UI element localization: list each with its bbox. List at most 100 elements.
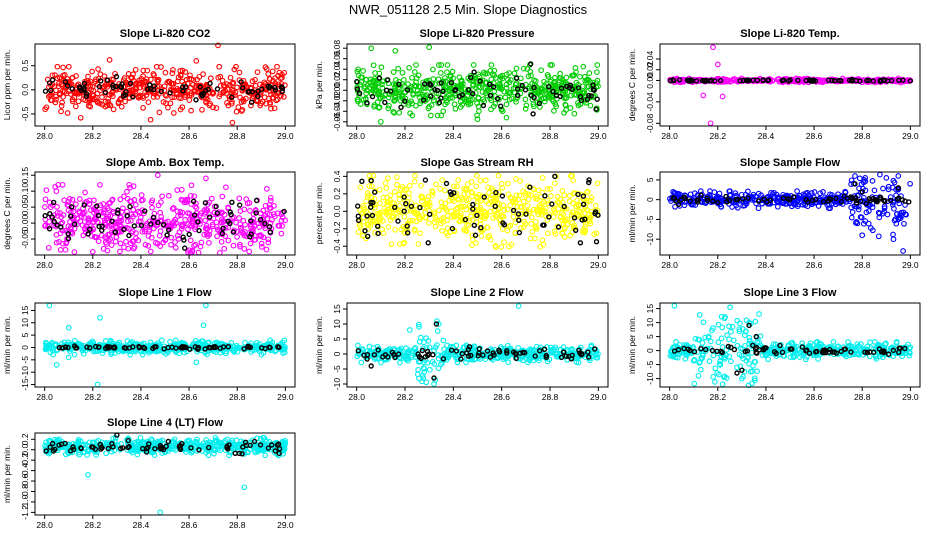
y-tick-label: -5 bbox=[332, 365, 342, 373]
point-all bbox=[355, 98, 361, 105]
point-selected bbox=[207, 80, 213, 87]
point-all bbox=[594, 69, 600, 75]
point-all bbox=[217, 83, 224, 89]
point-all bbox=[728, 328, 734, 335]
point-all bbox=[852, 173, 858, 179]
point-all bbox=[274, 63, 280, 70]
point-all bbox=[372, 83, 379, 90]
point-all bbox=[577, 73, 583, 80]
point-all bbox=[907, 180, 913, 187]
point-all bbox=[394, 181, 400, 188]
point-all bbox=[200, 322, 207, 329]
point-selected bbox=[354, 86, 360, 92]
y-tick-label: 0.0 bbox=[332, 205, 342, 217]
point-all bbox=[278, 230, 285, 237]
point-all bbox=[411, 178, 418, 185]
point-all bbox=[163, 92, 170, 99]
point-all bbox=[118, 103, 125, 110]
point-all bbox=[140, 67, 147, 74]
y-tick-label: 0.04 bbox=[645, 50, 655, 67]
point-all bbox=[413, 62, 419, 68]
x-tick-label: 28.6 bbox=[181, 392, 198, 402]
point-selected bbox=[230, 229, 237, 235]
point-selected bbox=[83, 91, 90, 97]
point-all bbox=[43, 187, 50, 194]
x-tick-label: 28.6 bbox=[181, 131, 198, 141]
point-all bbox=[512, 176, 519, 182]
point-all bbox=[475, 83, 482, 90]
point-all bbox=[390, 69, 397, 75]
point-all bbox=[235, 104, 242, 110]
point-selected bbox=[238, 79, 244, 85]
point-all bbox=[72, 103, 79, 110]
point-all bbox=[528, 72, 534, 79]
point-selected bbox=[590, 82, 596, 88]
point-all bbox=[415, 366, 421, 373]
point-all bbox=[105, 95, 112, 102]
point-selected bbox=[453, 348, 460, 354]
panel-line3-flow: Slope Line 3 Flow ml/min per min. 28.0 28… bbox=[627, 287, 921, 402]
y-tick-label: -0.06 bbox=[332, 112, 342, 132]
y-tick-label: 0 bbox=[645, 197, 655, 202]
point-all bbox=[524, 66, 531, 72]
point-all bbox=[501, 239, 507, 245]
point-selected bbox=[123, 89, 129, 95]
point-all bbox=[895, 173, 902, 179]
point-all bbox=[128, 75, 135, 81]
point-all bbox=[158, 199, 164, 205]
point-all bbox=[385, 105, 392, 112]
point-all bbox=[490, 103, 497, 110]
point-all bbox=[548, 193, 554, 199]
point-all bbox=[426, 220, 432, 226]
point-all bbox=[99, 94, 105, 100]
point-all bbox=[438, 199, 444, 206]
point-all bbox=[182, 69, 189, 75]
point-all bbox=[444, 62, 451, 68]
point-all bbox=[361, 85, 368, 92]
point-all bbox=[539, 174, 546, 181]
point-all bbox=[711, 189, 718, 195]
point-selected bbox=[470, 90, 476, 97]
point-all bbox=[135, 80, 141, 87]
point-all bbox=[473, 183, 480, 190]
point-selected bbox=[448, 79, 455, 86]
point-selected bbox=[425, 240, 431, 246]
point-all bbox=[411, 82, 418, 89]
point-all bbox=[548, 93, 555, 100]
point-all bbox=[417, 90, 423, 96]
point-selected bbox=[354, 78, 360, 85]
x-tick-label: 28.0 bbox=[348, 260, 365, 270]
point-all bbox=[179, 78, 186, 85]
point-all bbox=[247, 240, 254, 247]
point-selected bbox=[145, 86, 151, 93]
point-selected bbox=[404, 87, 411, 93]
point-selected bbox=[791, 194, 797, 200]
point-all bbox=[42, 106, 49, 113]
point-all bbox=[408, 83, 415, 90]
point-all bbox=[413, 79, 419, 85]
point-all bbox=[209, 91, 216, 97]
point-all bbox=[228, 100, 235, 107]
point-all bbox=[221, 245, 228, 252]
point-all bbox=[210, 104, 216, 111]
point-all bbox=[547, 78, 554, 85]
point-selected bbox=[528, 61, 534, 67]
point-selected bbox=[528, 92, 534, 99]
point-all bbox=[552, 180, 558, 187]
point-all bbox=[280, 94, 287, 100]
point-all bbox=[85, 83, 92, 90]
point-all bbox=[392, 47, 399, 54]
y-tick-label: -10 bbox=[20, 366, 30, 379]
point-all bbox=[213, 105, 220, 111]
point-all bbox=[503, 101, 510, 108]
point-selected bbox=[213, 203, 219, 210]
y-tick-label: 15 bbox=[20, 305, 30, 315]
point-all bbox=[774, 203, 781, 210]
point-selected bbox=[117, 83, 124, 90]
point-all bbox=[263, 246, 270, 253]
point-all bbox=[511, 89, 518, 96]
point-all bbox=[73, 73, 79, 79]
point-all bbox=[382, 92, 388, 99]
point-all bbox=[223, 184, 229, 191]
point-all bbox=[262, 64, 269, 70]
